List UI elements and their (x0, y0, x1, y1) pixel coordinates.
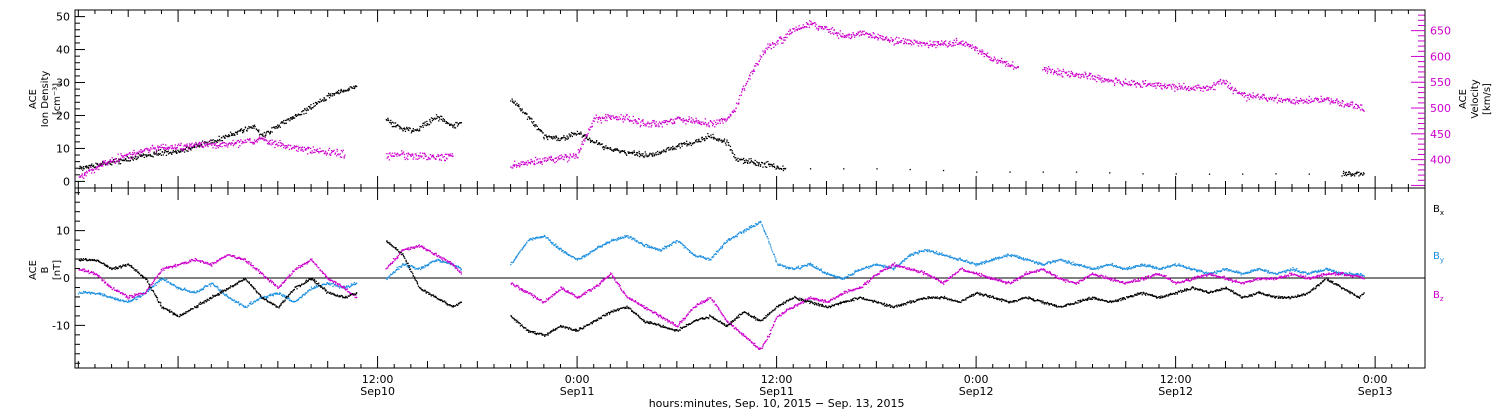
x-tick-date: Sep10 (360, 385, 395, 398)
top-panel-axes: 0 10 20 30 40 50 400 450 500 550 600 650 ACEIon Dens… (28, 11, 1493, 189)
velocity-tick-label: 600 (1430, 50, 1451, 63)
density-tick-label: 10 (56, 142, 70, 155)
by-series (77, 220, 1365, 308)
x-tick-time: 12:00 (1160, 373, 1192, 386)
x-tick-time: 0:00 (964, 373, 989, 386)
b-tick-label: 10 (56, 225, 70, 238)
top-panel-frame (74, 9, 1426, 189)
x-axis-label: hours:minutes, Sep. 10, 2015 − Sep. 13, … (649, 397, 905, 410)
x-axis: 12:00Sep100:00Sep1112:00Sep110:00Sep1212… (77, 10, 1426, 410)
density-tick-label: 50 (56, 11, 70, 24)
x-tick-date: Sep13 (1358, 385, 1393, 398)
x-tick-date: Sep11 (759, 385, 794, 398)
density-tick-label: 0 (63, 175, 70, 188)
b-tick-label: -10 (52, 319, 70, 332)
x-tick-time: 0:00 (1363, 373, 1388, 386)
velocity-tick-label: 500 (1430, 102, 1451, 115)
ion-density-series (78, 85, 1365, 177)
velocity-series (78, 20, 1365, 179)
x-tick-date: Sep11 (560, 385, 595, 398)
x-tick-time: 12:00 (362, 373, 394, 386)
legend-bz: Bz (1433, 290, 1444, 303)
velocity-tick-label: 450 (1430, 128, 1451, 141)
b-axis-label: ACEB[nT] (28, 260, 63, 280)
x-tick-date: Sep12 (959, 385, 994, 398)
velocity-tick-label: 650 (1430, 25, 1451, 38)
bottom-panel-axes: -10 0 10 ACEB[nT] (28, 192, 1425, 364)
bz-series (78, 244, 1365, 350)
velocity-tick-label: 400 (1430, 154, 1451, 167)
density-tick-label: 30 (56, 77, 70, 90)
x-tick-time: 0:00 (565, 373, 590, 386)
density-axis-label: ACEIon Density[cm⁻³] (28, 71, 63, 128)
velocity-axis-label: ACEVelocity[km/s] (1458, 79, 1493, 118)
density-tick-label: 40 (56, 44, 70, 57)
legend-by: By (1433, 251, 1444, 264)
bx-series (78, 240, 1365, 337)
velocity-axis (1411, 14, 1425, 186)
x-tick-time: 12:00 (761, 373, 793, 386)
velocity-tick-label: 550 (1430, 76, 1451, 89)
x-tick-date: Sep12 (1158, 385, 1193, 398)
b-tick-label: 0 (63, 272, 70, 285)
legend-bx: Bx (1433, 204, 1444, 217)
density-tick-label: 20 (56, 109, 70, 122)
